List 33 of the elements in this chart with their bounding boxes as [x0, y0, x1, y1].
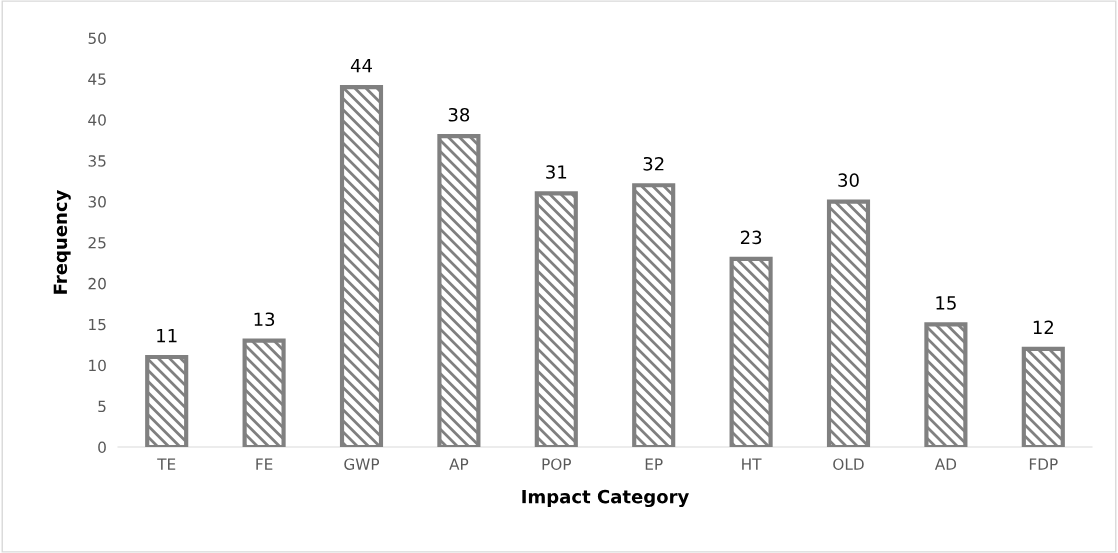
y-tick-label: 40	[88, 114, 106, 126]
y-tick-label: 30	[88, 196, 106, 208]
data-label: 31	[546, 165, 567, 179]
y-axis-title: Frequency	[53, 189, 71, 294]
x-tick-label: AP	[449, 458, 469, 470]
data-label: 23	[740, 230, 762, 245]
x-tick-label: EP	[645, 458, 663, 470]
y-tick-label: 10	[89, 359, 106, 372]
x-tick-label: HT	[742, 458, 762, 470]
x-tick-label: GWP	[344, 458, 380, 470]
data-label: 38	[448, 107, 470, 122]
data-label: 44	[350, 59, 372, 73]
y-tick-label: 20	[88, 277, 106, 290]
x-tick-label: AD	[934, 458, 957, 470]
y-tick-label: 45	[88, 73, 106, 85]
y-tick-label: 25	[88, 236, 106, 249]
data-label: 11	[157, 328, 177, 343]
x-tick-label: FDP	[1029, 458, 1058, 470]
x-tick-label: POP	[542, 458, 571, 470]
x-tick-label: TE	[157, 458, 176, 470]
data-label: 15	[936, 296, 956, 310]
data-label: 13	[254, 312, 275, 327]
data-label: 30	[838, 173, 859, 187]
y-tick-label: 15	[89, 318, 106, 331]
x-tick-label: FE	[256, 458, 273, 470]
y-tick-label: 35	[88, 155, 106, 167]
x-axis-title: Impact Category	[522, 489, 689, 508]
data-label: 32	[643, 156, 664, 171]
y-tick-label: 50	[88, 32, 106, 45]
x-tick-label: OLD	[833, 458, 864, 470]
y-tick-label: 5	[98, 400, 106, 413]
y-tick-label: 0	[98, 441, 106, 454]
data-label: 12	[1033, 320, 1053, 334]
